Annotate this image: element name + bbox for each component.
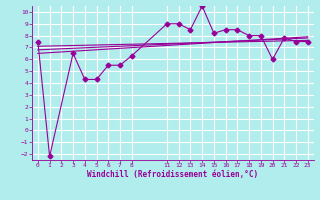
X-axis label: Windchill (Refroidissement éolien,°C): Windchill (Refroidissement éolien,°C): [87, 170, 258, 179]
